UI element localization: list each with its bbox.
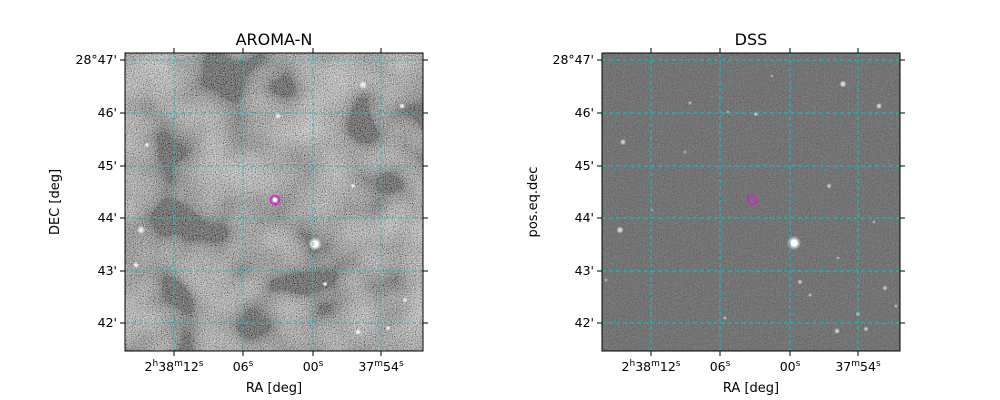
y-tick-label: 46': [98, 105, 117, 120]
x-tick-label: 2h38m12s: [145, 359, 204, 374]
x-tick-label: 2h38m12s: [622, 359, 681, 374]
y-tick-label: 46': [575, 105, 594, 120]
aroma-n-image: [125, 53, 423, 351]
y-tick-label: 42': [575, 315, 594, 330]
dss-grid: [602, 53, 900, 351]
y-axis-label: pos.eq.dec: [526, 167, 541, 238]
y-tick-label: 44': [575, 210, 594, 225]
x-axis-label: RA [deg]: [246, 381, 302, 396]
dss-sources: [604, 74, 898, 334]
y-tick-label: 44': [98, 210, 117, 225]
y-tick-label: 43': [98, 263, 117, 278]
y-tick-label: 45': [575, 158, 594, 173]
y-tick-label: 42': [98, 315, 117, 330]
target-marker-center: [273, 198, 277, 202]
dss-image: [602, 53, 900, 351]
aroma-n-ticks: [120, 48, 428, 356]
y-tick-label: 45': [98, 158, 117, 173]
aroma-n-sources: [133, 81, 408, 335]
target-marker: [746, 194, 758, 206]
panel-title: DSS: [735, 30, 768, 49]
y-tick-label: 28°47': [76, 52, 118, 67]
x-tick-label: 37m54s: [835, 359, 881, 374]
y-tick-label: 43': [575, 263, 594, 278]
x-tick-label: 00s: [780, 359, 801, 374]
target-marker: [269, 194, 281, 206]
dss-ticks: [597, 48, 905, 356]
y-tick-label: 28°47': [553, 52, 595, 67]
x-tick-label: 06s: [710, 359, 731, 374]
x-axis-label: RA [deg]: [723, 381, 779, 396]
x-tick-label: 00s: [303, 359, 324, 374]
panel-dss: DSS: [526, 30, 905, 396]
axes-frame: [601, 52, 901, 352]
panel-aroma-n: AROMA-N: [48, 30, 428, 396]
x-tick-label: 37m54s: [358, 359, 404, 374]
axes-frame: [124, 52, 424, 352]
y-axis-label: DEC [deg]: [48, 169, 63, 235]
x-tick-label: 06s: [233, 359, 254, 374]
aroma-n-grid: [125, 53, 423, 351]
panel-title: AROMA-N: [236, 30, 313, 49]
